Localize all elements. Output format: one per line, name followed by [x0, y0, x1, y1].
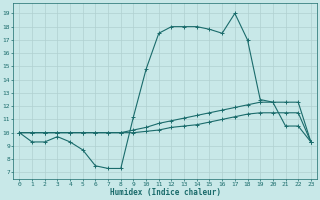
X-axis label: Humidex (Indice chaleur): Humidex (Indice chaleur)	[110, 188, 220, 197]
